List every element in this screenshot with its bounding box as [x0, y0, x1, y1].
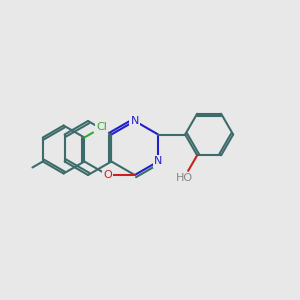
Text: N: N — [130, 116, 139, 126]
Text: O: O — [103, 170, 112, 180]
Text: N: N — [154, 157, 162, 166]
Text: HO: HO — [176, 173, 193, 183]
Text: Cl: Cl — [96, 122, 107, 133]
